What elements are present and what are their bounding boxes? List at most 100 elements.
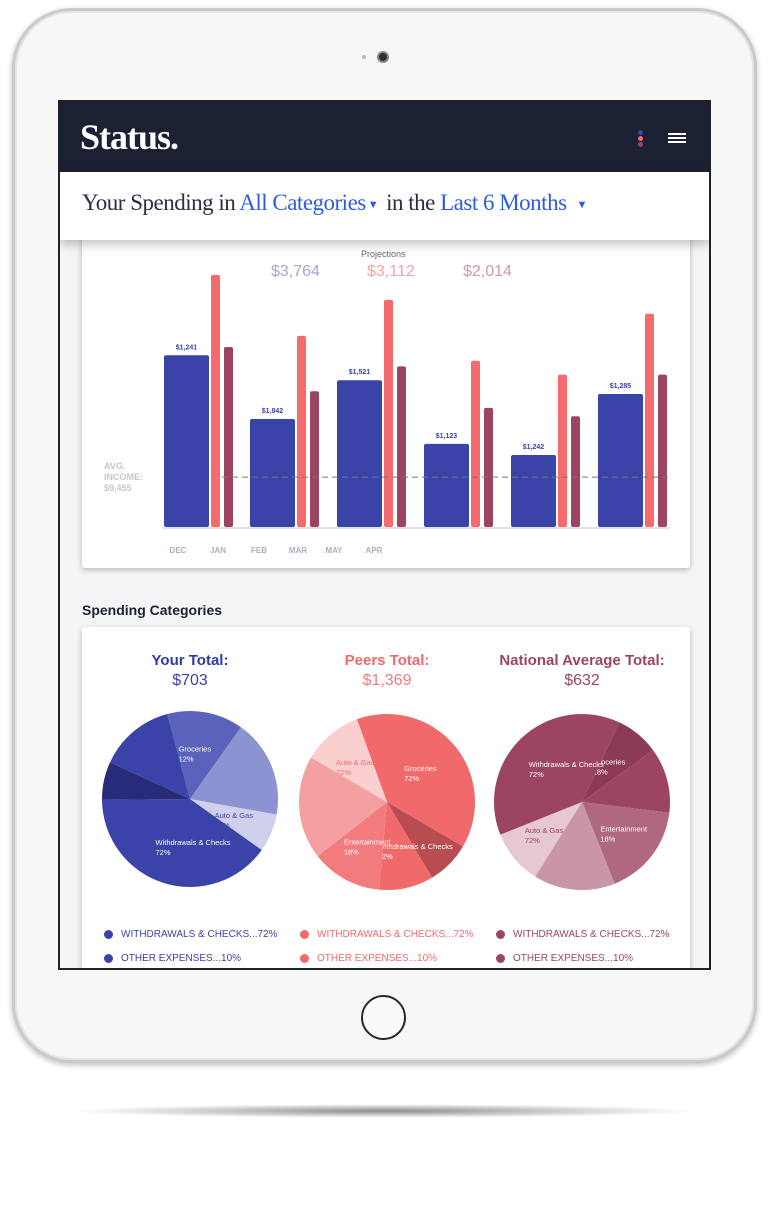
pie-slice: [582, 802, 670, 884]
bar-chart-card: Projections $3,764 $3,112 $2,014 $1,241 $…: [82, 212, 690, 568]
filter-middle: in the: [386, 190, 435, 215]
status-dots-icon[interactable]: [638, 130, 644, 148]
bar: [397, 366, 406, 527]
period-dropdown[interactable]: Last 6 Months ▼: [440, 190, 595, 215]
bar-value-label: $1,842: [262, 408, 284, 415]
filter-prefix: Your Spending in: [82, 190, 236, 215]
pie-total-peers: $1,369: [362, 672, 412, 689]
pie-slice: [582, 750, 670, 813]
legend-item[interactable]: WITHDRAWALS & CHECKS...72%: [300, 929, 474, 940]
slice-label: Auto & Gas: [525, 826, 564, 835]
pie-slice: [190, 799, 277, 850]
bar: [484, 407, 493, 527]
legend-dot-icon: [104, 954, 113, 963]
bar: [337, 380, 382, 527]
pie-slice: [500, 802, 582, 877]
slice-label: Withdrawals & Checks: [529, 760, 604, 769]
pie-slice: [299, 757, 387, 857]
pie-title-peers: Peers Total:: [344, 652, 430, 669]
x-tick-label: DEC: [170, 546, 187, 555]
bar: [558, 374, 567, 527]
slice-pct: 72%: [525, 836, 540, 845]
bar: [211, 274, 220, 527]
bar: [471, 360, 480, 527]
slice-pct: 18%: [593, 768, 608, 777]
bar: [164, 355, 209, 527]
legend-item[interactable]: WITHDRAWALS & CHECKS...72%: [496, 929, 670, 940]
slice-pct: 72%: [156, 848, 171, 857]
device-shadow: [70, 1104, 698, 1118]
category-dropdown[interactable]: All Categories ▼: [239, 190, 386, 215]
logo[interactable]: Status.: [80, 117, 179, 157]
slice-label: Groceries: [593, 758, 626, 767]
hamburger-icon[interactable]: [668, 133, 686, 145]
legend-dot-icon: [300, 954, 309, 963]
bar-value-label: $1,242: [523, 444, 545, 451]
dot: [638, 142, 643, 147]
slice-label: Auto & Gas: [336, 758, 375, 767]
legend-dot-icon: [300, 930, 309, 939]
bar: [511, 454, 556, 527]
legend-dot-icon: [496, 930, 505, 939]
projection-3: $2,014: [463, 263, 512, 280]
pie-slice: [167, 711, 241, 799]
legend-label: OTHER EXPENSES...10%: [317, 953, 438, 964]
legend-item[interactable]: OTHER EXPENSES...10%: [104, 953, 241, 964]
x-tick-label: MAY: [325, 546, 343, 555]
legend-dot-icon: [496, 954, 505, 963]
pie-total-national: $632: [564, 672, 600, 689]
projection-2: $3,112: [367, 263, 415, 280]
slice-pct: 72%: [378, 852, 393, 861]
bar: [384, 299, 393, 527]
caret-down-icon: ▼: [576, 198, 588, 211]
avg-income-label: INCOME:: [104, 472, 143, 482]
pie-slice: [356, 714, 476, 847]
legend-item[interactable]: OTHER EXPENSES...10%: [300, 953, 437, 964]
app-screen: Status. Your Spending in All Categories ▼…: [58, 100, 711, 970]
bar-value-label: $1,521: [349, 369, 371, 376]
bar-value-label: $1,285: [610, 383, 632, 390]
slice-label: Withdrawals & Checks: [156, 838, 231, 847]
legend-item[interactable]: OTHER EXPENSES...10%: [496, 953, 633, 964]
bar: [224, 346, 233, 527]
dot: [638, 136, 643, 141]
pie-slice: [535, 802, 615, 890]
pie-total-yours: $703: [172, 672, 208, 689]
section-title: Spending Categories: [82, 602, 223, 618]
slice-label: Entertainment: [600, 825, 648, 834]
slice-label: Groceries: [179, 744, 212, 753]
projections-label: Projections: [361, 249, 406, 259]
x-tick-label: APR: [366, 546, 383, 555]
legend-item[interactable]: WITHDRAWALS & CHECKS...72%: [104, 929, 278, 940]
bar: [571, 416, 580, 527]
pie-title-yours: Your Total:: [151, 652, 229, 669]
bar-value-label: $1,123: [436, 433, 458, 440]
slice-pct: 18%: [344, 847, 359, 856]
slice-pct: 72%: [336, 768, 351, 777]
bar: [658, 374, 667, 527]
category-value: All Categories: [239, 190, 366, 215]
avg-income-label: AVG.: [104, 461, 125, 471]
legend-label: OTHER EXPENSES...10%: [121, 953, 242, 964]
home-button[interactable]: [361, 995, 406, 1040]
projection-1: $3,764: [271, 263, 320, 280]
pie-title-national: National Average Total:: [499, 652, 665, 669]
period-value: Last 6 Months: [440, 190, 567, 215]
x-tick-label: FEB: [251, 546, 267, 555]
pie-slice: [493, 714, 620, 835]
bar: [424, 443, 469, 527]
pie-slice: [379, 802, 433, 890]
slice-label: Withdrawals & Checks: [378, 842, 453, 851]
sensor: [362, 55, 366, 59]
x-tick-label: JAN: [210, 546, 226, 555]
slice-label: Groceries: [404, 764, 437, 773]
legend-label: WITHDRAWALS & CHECKS...72%: [121, 929, 278, 940]
legend-label: WITHDRAWALS & CHECKS...72%: [513, 929, 670, 940]
x-tick-label: MAR: [289, 546, 307, 555]
slice-pct: 72%: [529, 770, 544, 779]
bar: [645, 313, 654, 527]
pie-slice: [190, 727, 278, 815]
bar: [250, 418, 295, 527]
slice-pct: 72%: [404, 774, 419, 783]
